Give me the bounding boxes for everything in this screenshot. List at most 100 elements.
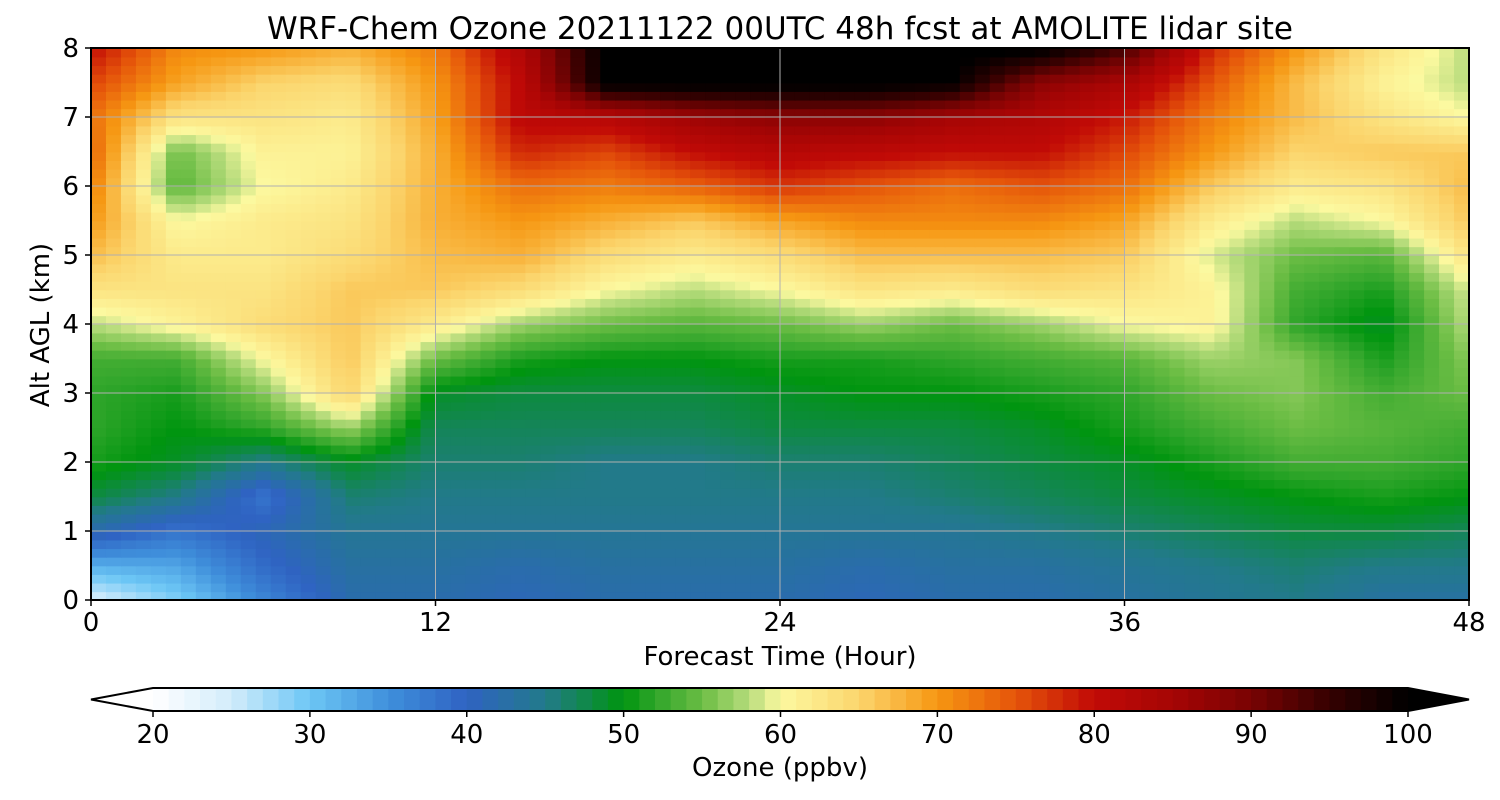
heatmap-cell — [495, 134, 512, 144]
heatmap-cell — [525, 444, 542, 455]
heatmap-cell — [1454, 151, 1469, 161]
heatmap-cell — [1379, 358, 1395, 368]
heatmap-cell — [690, 168, 706, 179]
heatmap-cell — [225, 358, 242, 368]
heatmap-cell — [315, 418, 332, 429]
heatmap-cell — [1064, 280, 1081, 291]
heatmap-cell — [839, 505, 856, 515]
heatmap-cell — [615, 444, 632, 455]
heatmap-cell — [615, 487, 632, 498]
heatmap-cell — [180, 203, 197, 213]
heatmap-cell — [1259, 315, 1276, 325]
heatmap-cell — [1214, 367, 1231, 377]
heatmap-cell — [270, 134, 287, 144]
heatmap-cell — [1439, 453, 1455, 463]
heatmap-cell — [809, 280, 826, 291]
heatmap-cell — [675, 358, 691, 368]
heatmap-cell — [780, 194, 796, 205]
heatmap-cell — [1124, 367, 1141, 377]
heatmap-cell — [615, 479, 632, 489]
heatmap-cell — [240, 194, 257, 205]
heatmap-cell — [735, 574, 751, 584]
heatmap-cell — [480, 462, 497, 472]
heatmap-cell — [1214, 436, 1231, 446]
heatmap-cell — [1169, 556, 1186, 567]
heatmap-cell — [809, 194, 826, 205]
heatmap-cell — [839, 444, 856, 455]
heatmap-cell — [1319, 574, 1335, 584]
heatmap-cell — [150, 237, 167, 248]
heatmap-cell — [105, 427, 122, 437]
heatmap-cell — [1214, 384, 1231, 394]
heatmap-cell — [270, 194, 287, 205]
heatmap-cell — [210, 160, 227, 170]
heatmap-cell — [600, 177, 617, 187]
heatmap-cell — [1004, 298, 1021, 308]
heatmap-cell — [405, 306, 422, 317]
heatmap-cell — [974, 341, 991, 351]
heatmap-cell — [914, 246, 931, 256]
heatmap-cell — [1019, 263, 1036, 274]
heatmap-cell — [1004, 134, 1021, 144]
heatmap-cell — [854, 203, 871, 213]
heatmap-cell — [135, 280, 152, 291]
heatmap-cell — [1364, 367, 1380, 377]
heatmap-cell — [824, 203, 841, 213]
heatmap-cell — [150, 393, 167, 403]
heatmap-cell — [1079, 505, 1096, 515]
heatmap-cell — [989, 427, 1006, 437]
heatmap-cell — [690, 418, 706, 429]
heatmap-cell — [225, 280, 242, 291]
heatmap-cell — [1214, 263, 1231, 274]
heatmap-cell — [705, 358, 721, 368]
heatmap-cell — [1139, 211, 1156, 222]
heatmap-cell — [914, 401, 931, 412]
heatmap-cell — [1124, 505, 1141, 515]
heatmap-cell — [974, 436, 991, 446]
heatmap-cell — [974, 470, 991, 481]
heatmap-cell — [480, 142, 497, 153]
heatmap-cell — [944, 272, 961, 282]
heatmap-cell — [1079, 229, 1096, 239]
heatmap-cell — [1184, 556, 1201, 567]
heatmap-cell — [1199, 272, 1216, 282]
heatmap-cell — [585, 591, 602, 600]
heatmap-cell — [1274, 203, 1291, 213]
heatmap-cell — [735, 272, 751, 282]
heatmap-cell — [1334, 349, 1350, 360]
heatmap-cell — [150, 384, 167, 394]
heatmap-cell — [420, 160, 437, 170]
heatmap-cell — [660, 384, 676, 394]
heatmap-cell — [1424, 367, 1440, 377]
heatmap-cell — [120, 160, 137, 170]
heatmap-cell — [794, 237, 811, 248]
heatmap-cell — [480, 203, 497, 213]
heatmap-cell — [1349, 487, 1365, 498]
heatmap-cell — [974, 367, 991, 377]
heatmap-cell — [405, 513, 422, 524]
heatmap-cell — [420, 367, 437, 377]
heatmap-cell — [165, 582, 182, 593]
heatmap-cell — [794, 203, 811, 213]
heatmap-cell — [450, 341, 467, 351]
heatmap-cell — [270, 358, 287, 368]
heatmap-cell — [884, 306, 901, 317]
heatmap-cell — [1139, 556, 1156, 567]
heatmap-cell — [225, 168, 242, 179]
heatmap-cell — [959, 384, 976, 394]
heatmap-cell — [1439, 591, 1455, 600]
heatmap-cell — [1169, 487, 1186, 498]
heatmap-cell — [615, 263, 632, 274]
heatmap-cell — [105, 177, 122, 187]
heatmap-cell — [1244, 324, 1261, 334]
heatmap-cell — [405, 263, 422, 274]
heatmap-cell — [495, 427, 512, 437]
heatmap-cell — [1064, 186, 1081, 196]
heatmap-cell — [1394, 574, 1410, 584]
heatmap-cell — [120, 539, 137, 550]
heatmap-cell — [570, 177, 587, 187]
heatmap-cell — [809, 401, 826, 412]
heatmap-cell — [1079, 211, 1096, 222]
heatmap-cell — [225, 151, 242, 161]
heatmap-cell — [1379, 272, 1395, 282]
